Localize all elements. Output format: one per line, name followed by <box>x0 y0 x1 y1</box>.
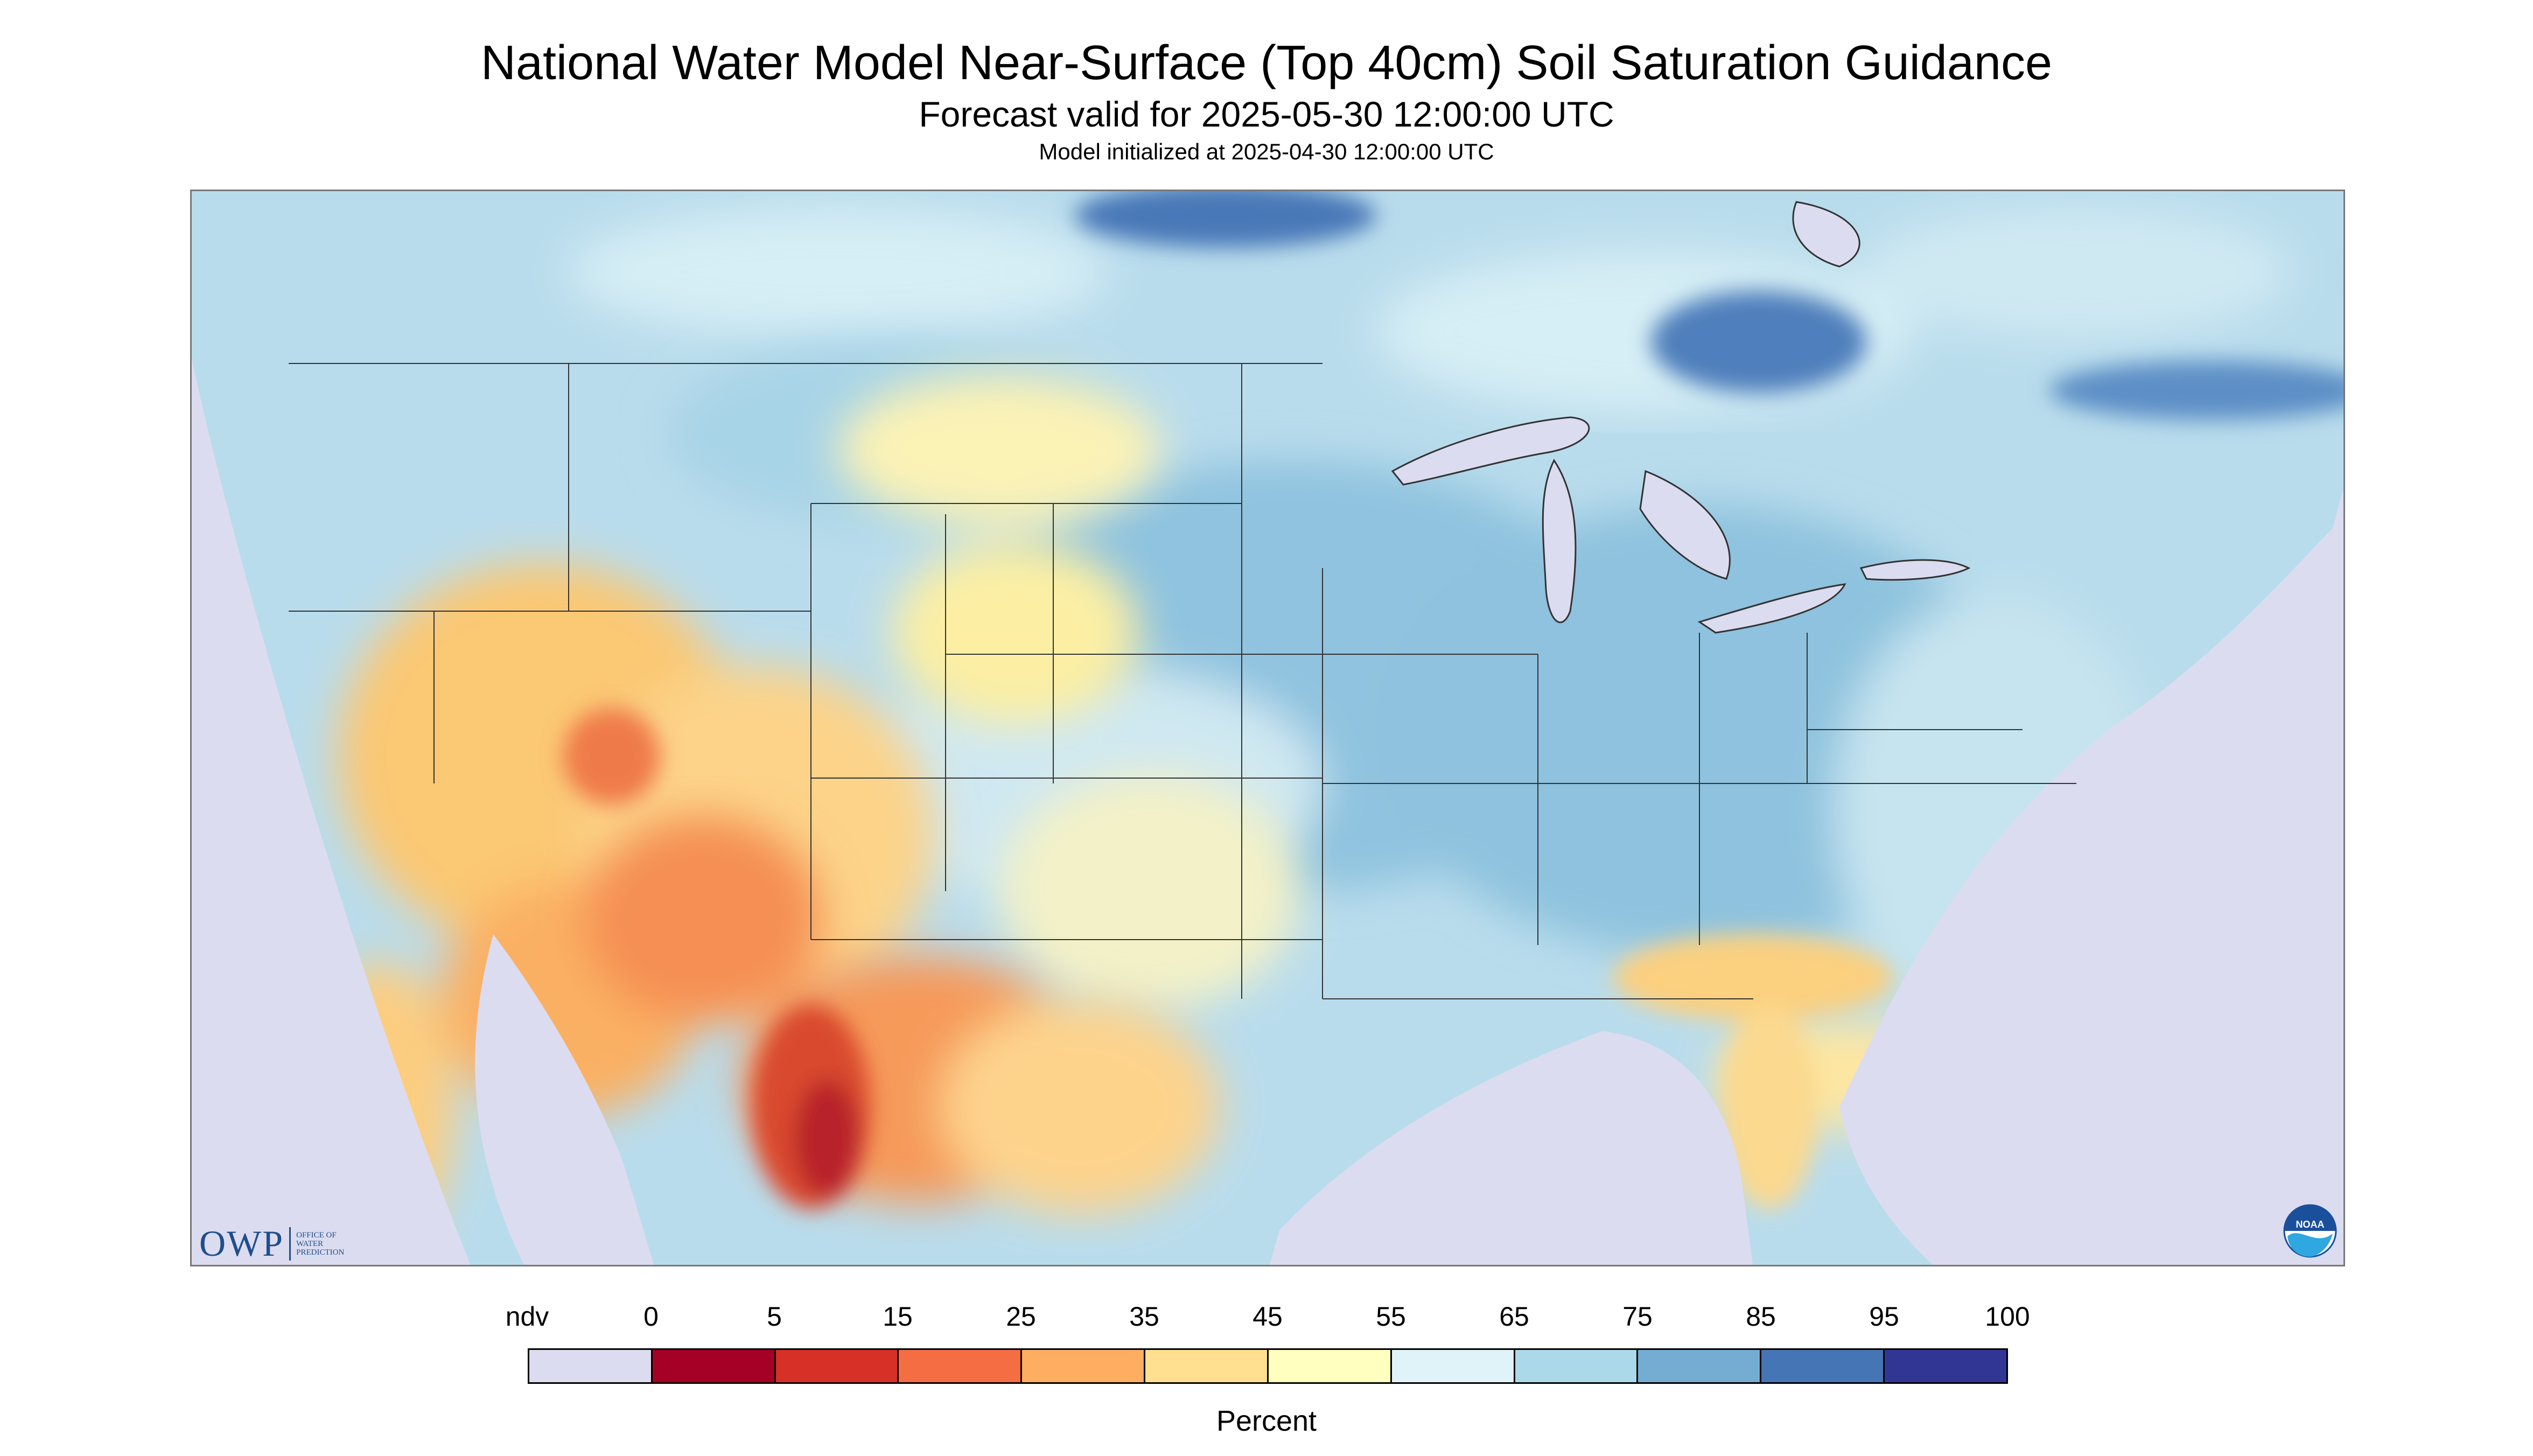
lake-huron <box>1639 470 1731 580</box>
lake-michigan <box>1542 459 1577 624</box>
great-plains-moderate <box>838 374 1963 1128</box>
legend-swatch-11 <box>1885 1350 2006 1382</box>
legend-label-100: 100 <box>1985 1301 2030 1332</box>
soil-saturation-map <box>190 190 2345 1266</box>
legend-swatch-7 <box>1391 1350 1515 1382</box>
noaa-logo-icon: NOAA <box>2283 1204 2337 1258</box>
legend-swatch-0 <box>529 1350 653 1382</box>
legend-swatch-6 <box>1268 1350 1392 1382</box>
map-title: National Water Model Near-Surface (Top 4… <box>480 36 2052 90</box>
sonora-mexico-driest <box>563 708 870 1209</box>
lake-erie <box>1697 583 1846 634</box>
legend-label-ndv: ndv <box>505 1301 549 1332</box>
out-of-domain-ndv <box>192 358 2343 1265</box>
lake-ontario <box>1859 559 1971 581</box>
legend-swatch-1 <box>652 1350 776 1382</box>
legend-swatch-9 <box>1638 1350 1762 1382</box>
owp-logo-letters: OWP <box>199 1223 284 1264</box>
legend-label-85: 85 <box>1746 1301 1776 1332</box>
forecast-valid-subtitle: Forecast valid for 2025-05-30 12:00:00 U… <box>919 94 1614 134</box>
legend-label-35: 35 <box>1129 1301 1159 1332</box>
owp-logo-divider <box>289 1227 291 1261</box>
lake-superior <box>1391 416 1590 486</box>
legend-swatch-3 <box>899 1350 1023 1382</box>
map-canvas <box>192 191 2343 1265</box>
legend-colorbar <box>528 1348 2008 1384</box>
legend-label-65: 65 <box>1499 1301 1529 1332</box>
legend-swatch-8 <box>1515 1350 1639 1382</box>
legend-units: Percent <box>1216 1405 1317 1437</box>
owp-logo-fullname: Office of Water Prediction <box>296 1230 345 1257</box>
state-borders <box>289 363 2076 999</box>
legend-swatch-2 <box>775 1350 899 1382</box>
legend-swatch-4 <box>1022 1350 1146 1382</box>
legend-swatch-10 <box>1761 1350 1885 1382</box>
legend-swatch-5 <box>1145 1350 1269 1382</box>
legend-label-15: 15 <box>883 1301 913 1332</box>
model-initialized-line: Model initialized at 2025-04-30 12:00:00… <box>1039 139 1494 164</box>
legend-label-25: 25 <box>1006 1301 1036 1332</box>
legend-label-75: 75 <box>1622 1301 1653 1332</box>
legend-label-0: 0 <box>643 1301 659 1332</box>
legend-label-45: 45 <box>1252 1301 1283 1332</box>
hudson-bay-lake <box>1792 201 1860 268</box>
legend-label-55: 55 <box>1376 1301 1406 1332</box>
noaa-logo-text: NOAA <box>2296 1219 2325 1230</box>
great-lakes <box>1391 201 1971 634</box>
legend-label-5: 5 <box>767 1301 782 1332</box>
owp-logo: OWP Office of Water Prediction <box>199 1222 355 1265</box>
texas-dry-region <box>585 816 1220 1214</box>
legend-label-95: 95 <box>1869 1301 1899 1332</box>
ontario-wet <box>1075 191 2343 420</box>
